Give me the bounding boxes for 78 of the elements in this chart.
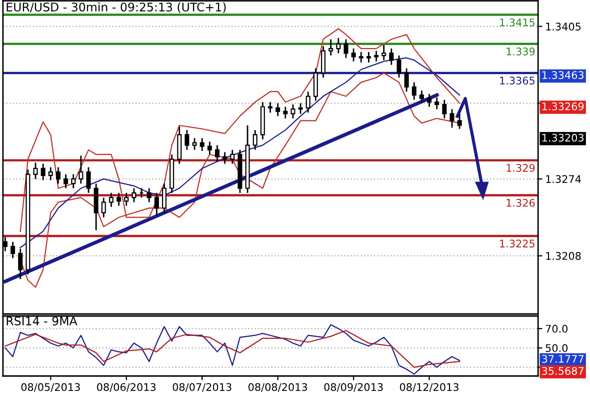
candlestick: [313, 68, 318, 102]
candlestick: [40, 163, 46, 181]
candlestick: [124, 192, 129, 206]
candlestick: [450, 108, 454, 128]
candlestick: [434, 96, 440, 110]
candlestick: [78, 154, 84, 184]
ref-line-label: 1.3365: [500, 76, 534, 85]
candlestick: [252, 129, 258, 151]
x-tick-label: 08/05/2013: [21, 383, 80, 392]
y-tick-label: 1.3274: [546, 175, 581, 184]
line-series: [4, 324, 460, 375]
candlestick: [358, 51, 364, 64]
candlestick: [132, 188, 136, 203]
candlestick: [404, 68, 409, 92]
candlestick: [200, 137, 204, 152]
candlestick: [86, 166, 91, 194]
text: 35.5687: [542, 366, 584, 375]
candlestick: [71, 174, 76, 189]
candlestick: [154, 192, 159, 216]
ref-line-label: 1.339: [506, 48, 535, 56]
candlestick: [18, 248, 23, 280]
y-tick-label: 70.0: [546, 324, 568, 333]
chart-title: EUR/USD - 30min - 09:25:13 (UTC+1): [6, 2, 226, 13]
candlestick: [427, 93, 432, 108]
candlestick: [230, 149, 235, 164]
text: 1.33203: [542, 134, 584, 142]
candlestick: [10, 241, 16, 259]
candlestick: [351, 48, 356, 62]
ref-line-label: 1.3225: [500, 240, 534, 248]
candlestick: [48, 166, 53, 181]
candlestick: [162, 182, 166, 214]
candlestick: [33, 162, 38, 180]
candlestick: [116, 192, 122, 206]
x-tick-label: 08/08/2013: [248, 383, 308, 392]
candlestick: [396, 54, 402, 78]
x-tick-label: 08/09/2013: [324, 383, 383, 392]
candlestick: [214, 144, 220, 162]
x-tick-label: 08/12/2013: [400, 383, 458, 392]
candlestick: [457, 113, 462, 130]
candlestick: [276, 102, 280, 117]
y-tick-label: 1.3208: [546, 252, 581, 260]
candlestick: [268, 101, 273, 114]
candlestick: [192, 137, 197, 151]
candlestick: [374, 50, 379, 62]
text: 1.33269: [542, 102, 584, 110]
x-tick-label: 08/07/2013: [172, 383, 232, 392]
candlestick: [336, 37, 341, 54]
y-tick-label: 50.0: [546, 344, 568, 352]
candlestick: [344, 38, 348, 59]
y-tick-label: 1.3405: [546, 22, 581, 31]
candlestick: [283, 106, 288, 120]
ref-line-label: 1.329: [506, 164, 535, 172]
chart-title: RSI14 - 9MA: [6, 316, 78, 326]
ref-line-label: 1.3415: [500, 18, 534, 26]
text: 1.33463: [542, 71, 584, 79]
candlestick: [101, 196, 106, 218]
candlestick: [298, 102, 303, 114]
candlestick: [184, 129, 190, 151]
ref-line-label: 1.326: [506, 198, 535, 207]
candlestick: [320, 46, 326, 78]
candlestick: [412, 82, 416, 100]
candlestick: [222, 151, 228, 164]
candlestick: [419, 90, 424, 104]
candlestick: [442, 99, 447, 120]
candlestick: [306, 90, 310, 114]
candlestick: [207, 140, 212, 156]
candlestick: [64, 174, 68, 189]
candlestick: [366, 51, 371, 64]
candlestick: [290, 104, 296, 120]
candlestick: [56, 166, 60, 184]
candlestick: [382, 44, 386, 61]
candlestick: [108, 192, 114, 208]
line-series: [4, 330, 460, 368]
candlestick: [146, 188, 152, 203]
candlestick: [328, 38, 334, 56]
text: 37.1777: [542, 354, 584, 363]
x-tick-label: 08/06/2013: [97, 383, 156, 392]
candlestick: [389, 48, 394, 66]
